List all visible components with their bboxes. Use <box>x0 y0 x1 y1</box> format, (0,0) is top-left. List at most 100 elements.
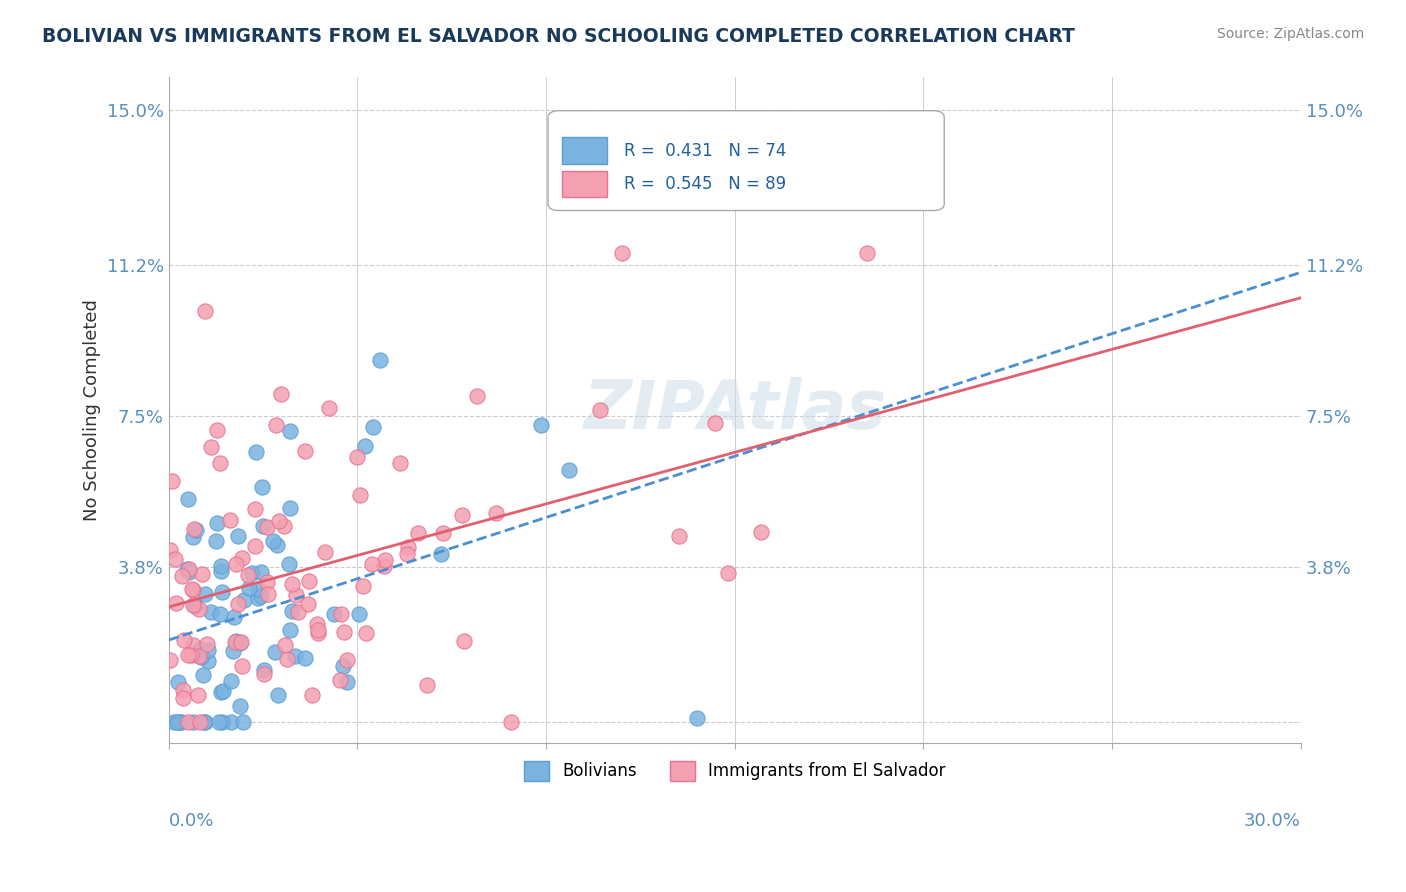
Point <box>297 597 319 611</box>
Point <box>314 545 336 559</box>
Point <box>188 715 211 730</box>
Point <box>205 423 228 437</box>
Point <box>250 479 273 493</box>
Point <box>252 663 274 677</box>
Point <box>281 604 304 618</box>
Point <box>166 715 188 730</box>
Point <box>181 639 204 653</box>
Point <box>346 450 368 464</box>
Point <box>388 456 411 470</box>
FancyBboxPatch shape <box>548 111 945 211</box>
Y-axis label: No Schooling Completed: No Schooling Completed <box>83 299 101 521</box>
Point <box>256 519 278 533</box>
Point <box>159 653 181 667</box>
Point <box>226 597 249 611</box>
Point <box>406 526 429 541</box>
Point <box>162 474 184 488</box>
Point <box>374 553 396 567</box>
Point <box>274 638 297 652</box>
Text: 30.0%: 30.0% <box>1244 812 1301 830</box>
Point <box>307 623 329 637</box>
Point <box>236 568 259 582</box>
Point <box>194 304 217 318</box>
Point <box>209 684 232 698</box>
Point <box>361 558 384 572</box>
Point <box>432 526 454 541</box>
Point <box>222 644 245 658</box>
Point <box>179 648 201 662</box>
Point <box>588 402 610 417</box>
Point <box>197 643 219 657</box>
Point <box>266 688 288 702</box>
Point <box>307 626 329 640</box>
Point <box>347 607 370 621</box>
Point <box>277 557 299 571</box>
Point <box>396 547 419 561</box>
Point <box>668 529 690 543</box>
Point <box>703 417 725 431</box>
Point <box>256 575 278 590</box>
Point <box>232 715 254 730</box>
Point <box>285 588 308 602</box>
Point <box>368 353 391 368</box>
Point <box>240 566 263 580</box>
Point <box>305 616 328 631</box>
Point <box>465 389 488 403</box>
Point <box>373 559 395 574</box>
Point <box>530 417 553 432</box>
Point <box>352 579 374 593</box>
Point <box>172 683 194 698</box>
Point <box>180 582 202 596</box>
Point <box>224 635 246 649</box>
Point <box>187 688 209 702</box>
Text: R =  0.545   N = 89: R = 0.545 N = 89 <box>624 175 786 193</box>
Point <box>252 519 274 533</box>
Point <box>451 508 474 523</box>
Point <box>183 522 205 536</box>
Point <box>187 602 209 616</box>
Point <box>224 609 246 624</box>
Point <box>257 587 280 601</box>
Point <box>172 569 194 583</box>
Point <box>204 533 226 548</box>
Point <box>247 582 270 596</box>
Point <box>333 625 356 640</box>
Point <box>193 715 215 730</box>
Point <box>284 648 307 663</box>
Point <box>169 715 191 730</box>
Point <box>245 445 267 459</box>
Point <box>172 690 194 705</box>
Point <box>205 516 228 530</box>
Point <box>263 645 285 659</box>
Point <box>250 589 273 603</box>
Point <box>250 565 273 579</box>
Point <box>165 552 187 566</box>
Bar <box>561 137 607 164</box>
Point <box>200 440 222 454</box>
Point <box>187 649 209 664</box>
Point <box>361 420 384 434</box>
Point <box>211 715 233 730</box>
Point <box>165 596 187 610</box>
Point <box>208 456 231 470</box>
Point <box>225 634 247 648</box>
Point <box>176 648 198 662</box>
Text: Source: ZipAtlas.com: Source: ZipAtlas.com <box>1216 27 1364 41</box>
Point <box>208 715 231 730</box>
Point <box>218 513 240 527</box>
Point <box>294 651 316 665</box>
Point <box>749 524 772 539</box>
Point <box>184 524 207 538</box>
Point <box>856 246 879 260</box>
Point <box>280 577 302 591</box>
Point <box>209 564 232 578</box>
Point <box>243 540 266 554</box>
Point <box>200 605 222 619</box>
Point <box>499 715 522 730</box>
Bar <box>561 170 607 197</box>
Legend: Bolivians, Immigrants from El Salvador: Bolivians, Immigrants from El Salvador <box>517 754 952 788</box>
Point <box>163 715 186 730</box>
Point <box>159 543 181 558</box>
Point <box>197 654 219 668</box>
Point <box>211 585 233 599</box>
